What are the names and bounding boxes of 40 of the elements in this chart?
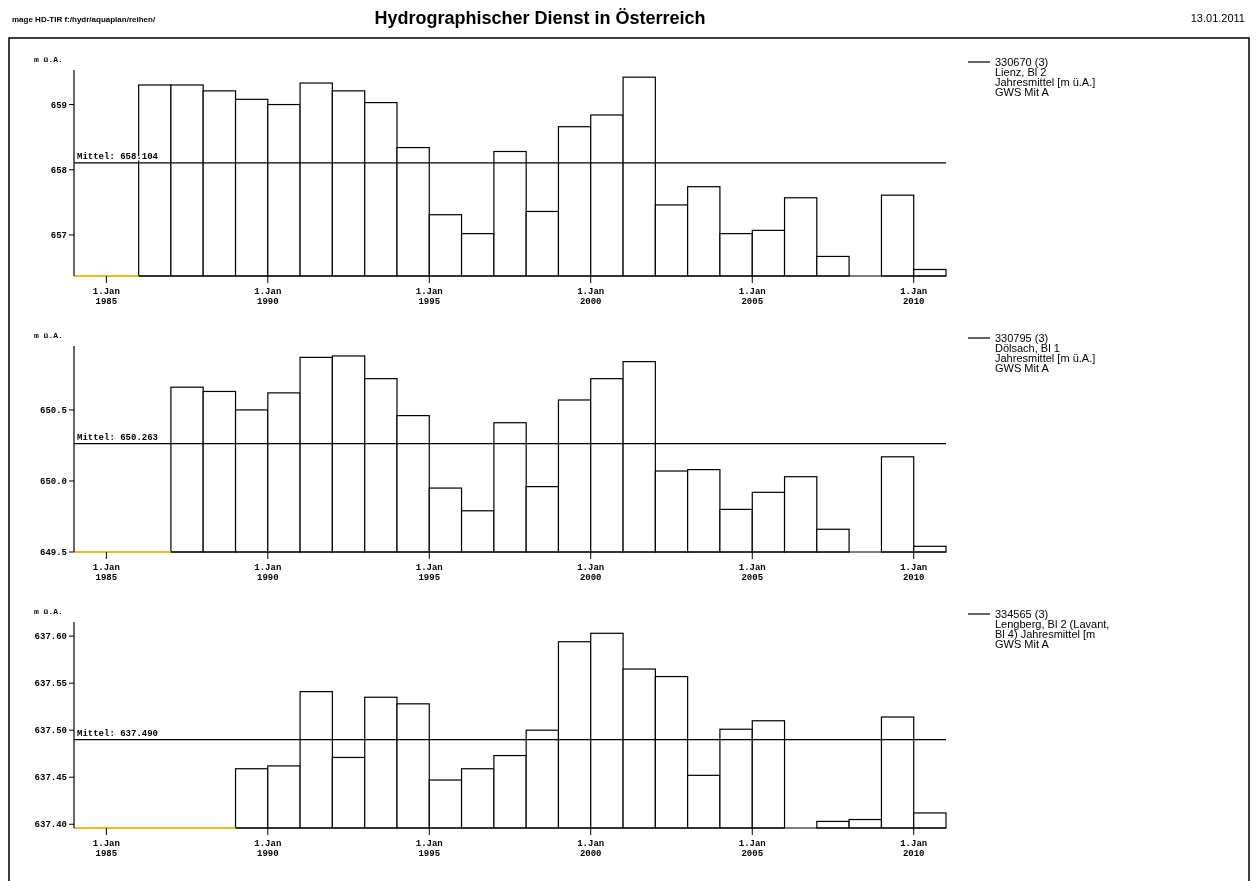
x-tick-label: 1.Jan 2000 bbox=[577, 287, 605, 307]
x-tick-label: 1.Jan 1995 bbox=[415, 287, 443, 307]
x-tick-label: 1.Jan 1985 bbox=[92, 563, 120, 583]
x-tick-label: 1.Jan 2010 bbox=[900, 563, 928, 583]
x-tick-label: 1.Jan 1990 bbox=[254, 839, 282, 859]
x-tick-label: 1.Jan 1985 bbox=[92, 839, 120, 859]
legend-label: 330670 (3) Lienz, Bl 2 Jahresmittel [m ü.A.] GWS Mit A bbox=[995, 56, 1096, 98]
chart-title: Hydrographischer Dienst in Österreich bbox=[374, 8, 706, 28]
y-axis-title: m ü.A. bbox=[34, 607, 63, 616]
legend-label: 334565 (3) Lengberg, Bl 2 (Lavant, Bl 4) Jahresmittel [m GWS Mit A bbox=[995, 608, 1110, 650]
x-tick-label: 1.Jan 2005 bbox=[738, 839, 766, 859]
x-tick-label: 1.Jan 1990 bbox=[254, 287, 282, 307]
y-tick-label: 649.5 bbox=[39, 548, 67, 558]
y-axis-title: m ü.A. bbox=[34, 331, 63, 340]
ref-line-label: Mittel: 637.490 bbox=[77, 728, 159, 739]
y-tick-label: 657 bbox=[50, 230, 67, 241]
y-tick-label: 637.40 bbox=[34, 820, 67, 831]
y-tick-label: 637.50 bbox=[34, 726, 67, 737]
x-tick-label: 1.Jan 2005 bbox=[738, 563, 766, 583]
ref-line-label: Mittel: 650.263 bbox=[77, 432, 159, 443]
x-tick-label: 1.Jan 2000 bbox=[577, 839, 605, 859]
x-tick-label: 1.Jan 1995 bbox=[415, 839, 443, 859]
y-tick-label: 637.60 bbox=[34, 632, 67, 643]
y-tick-label: 637.55 bbox=[34, 679, 67, 690]
y-tick-label: 637.45 bbox=[34, 773, 67, 784]
legend-label: 330795 (3) Dölsach, Bl 1 Jahresmittel [m ü.A.] GWS Mit A bbox=[995, 332, 1096, 374]
x-tick-label: 1.Jan 1990 bbox=[254, 563, 282, 583]
x-tick-label: 1.Jan 2000 bbox=[577, 563, 605, 583]
y-tick-label: 659 bbox=[50, 100, 67, 111]
x-tick-label: 1.Jan 2005 bbox=[738, 287, 766, 307]
x-tick-label: 1.Jan 2010 bbox=[900, 287, 928, 307]
x-tick-label: 1.Jan 1985 bbox=[92, 287, 120, 307]
text: mage HD-TIR f:/hydr/aquaplan/reihen/ bbox=[12, 15, 156, 24]
x-tick-label: 1.Jan 2010 bbox=[900, 839, 928, 859]
y-tick-label: 658 bbox=[50, 165, 67, 176]
y-tick-label: 650.0 bbox=[39, 476, 67, 487]
x-tick-label: 1.Jan 1995 bbox=[415, 563, 443, 583]
text: 13.01.2011 bbox=[1190, 12, 1245, 24]
y-axis-title: m ü.A. bbox=[34, 55, 63, 64]
y-tick-label: 650.5 bbox=[39, 405, 67, 416]
